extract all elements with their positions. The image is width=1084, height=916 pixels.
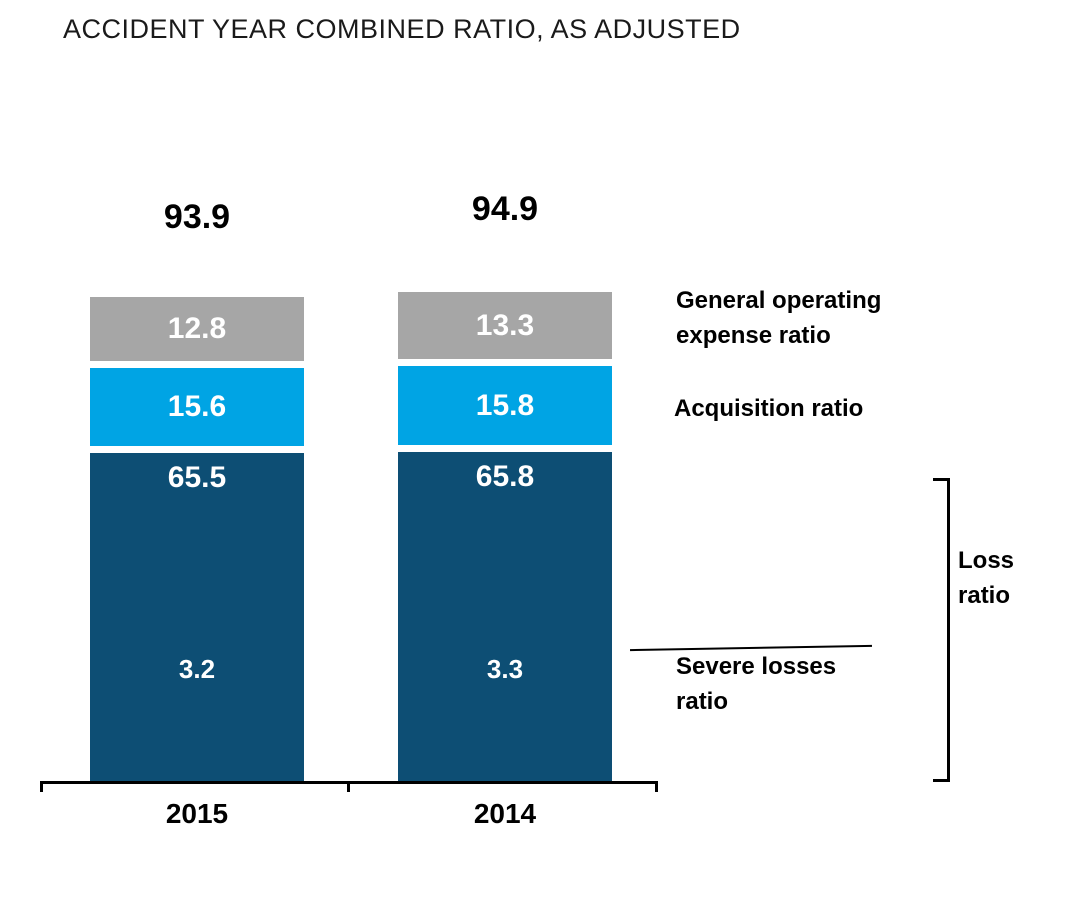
total-label-2015: 93.9	[163, 198, 231, 236]
legend-loss-ratio: Loss ratio	[958, 547, 1015, 609]
segment-acquisition-2014: 15.8	[398, 366, 612, 445]
loss-ratio-bracket	[933, 478, 950, 782]
segment-value-label: 15.6	[167, 390, 227, 423]
bar-2014: 13.3 15.8 65.8 3.3	[398, 292, 612, 781]
segment-loss-2014: 65.8 3.3	[398, 452, 612, 781]
segment-value-label: 65.5	[167, 461, 227, 494]
legend-severe-losses-ratio: Severe losses ratio	[676, 653, 837, 715]
segment-acquisition-2015: 15.6	[90, 368, 304, 446]
chart-title: ACCIDENT YEAR COMBINED RATIO, AS ADJUSTE…	[63, 14, 741, 44]
total-label-2014: 94.9	[471, 190, 539, 228]
segment-value-label: 13.3	[475, 308, 535, 342]
x-axis-tick	[655, 781, 658, 792]
segment-value-label: 12.8	[167, 312, 227, 345]
category-label-2015: 2015	[165, 798, 229, 829]
severe-losses-value-2015: 3.2	[178, 654, 216, 684]
segment-value-label: 65.8	[475, 460, 535, 493]
x-axis-tick	[40, 781, 43, 792]
x-axis-tick	[347, 781, 350, 792]
legend-general-operating-expense-ratio: General operating expense ratio	[676, 287, 882, 349]
category-label-2014: 2014	[473, 798, 537, 829]
severe-losses-value-2014: 3.3	[486, 654, 524, 684]
segment-value-label: 15.8	[475, 388, 535, 422]
legend-acquisition-ratio: Acquisition ratio	[674, 395, 864, 422]
segment-loss-2015: 65.5 3.2	[90, 453, 304, 781]
segment-general-operating-2014: 13.3	[398, 292, 612, 359]
segment-general-operating-2015: 12.8	[90, 297, 304, 361]
bar-2015: 12.8 15.6 65.5 3.2	[90, 297, 304, 781]
